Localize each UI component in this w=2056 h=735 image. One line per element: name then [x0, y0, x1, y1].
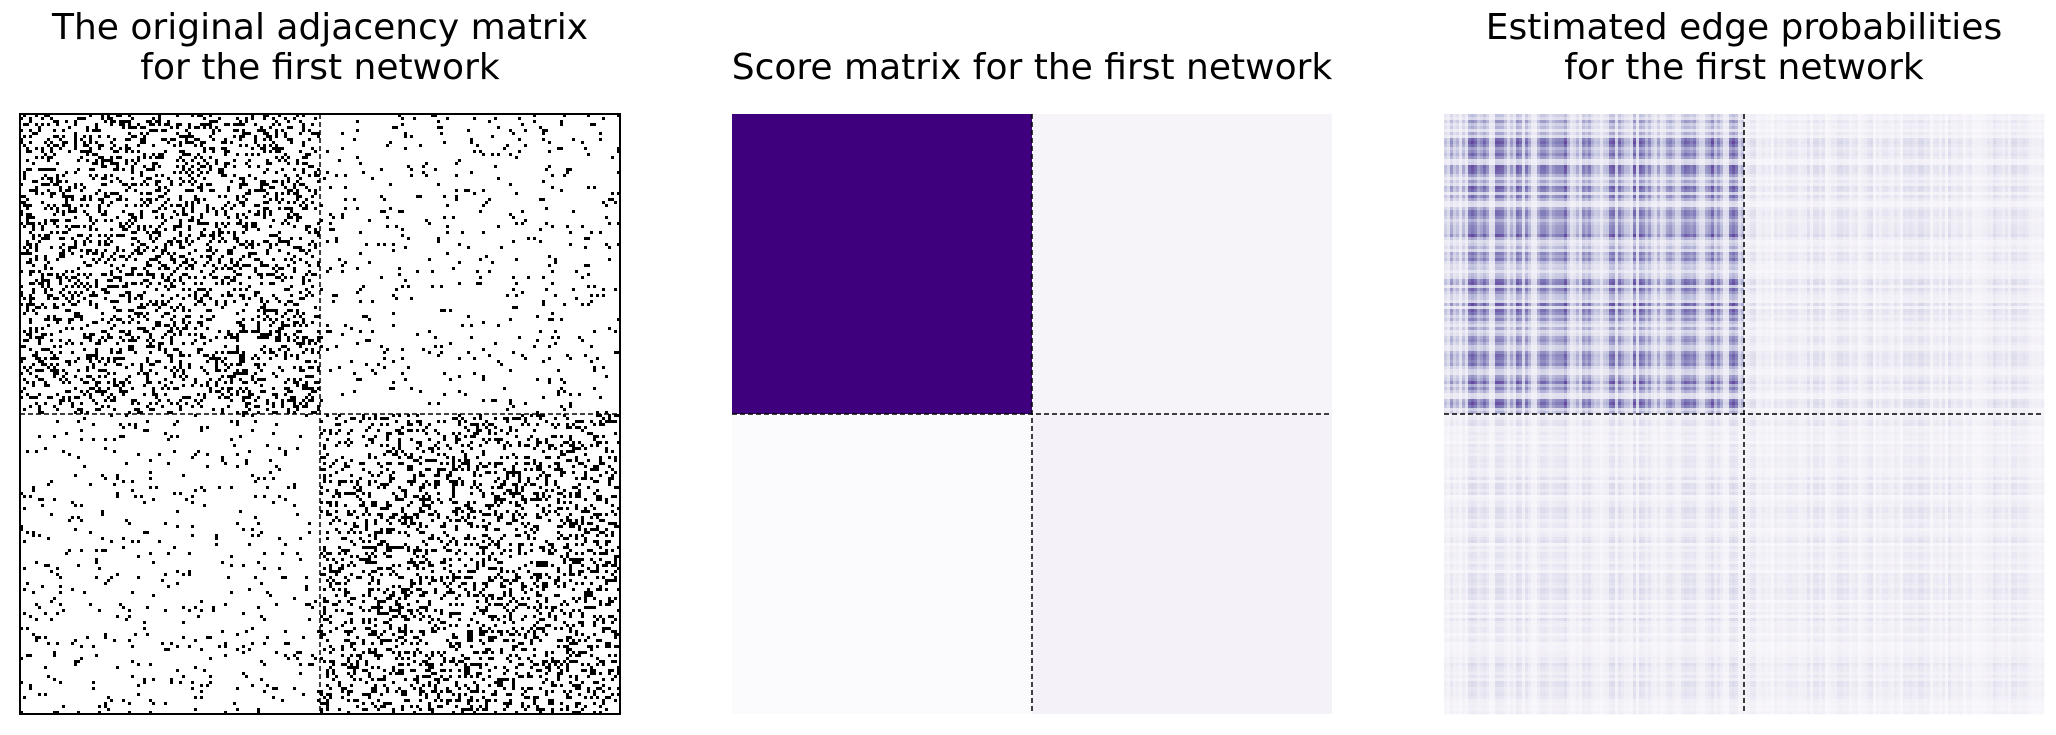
title-line: Estimated edge probabilities [1424, 8, 2056, 48]
panel-adjacency: The original adjacency matrix for the fi… [0, 0, 640, 735]
score-block-bottom-right [1032, 414, 1332, 714]
title-line: for the first network [0, 48, 640, 88]
score-block-top-left [732, 114, 1032, 414]
score-heatmap [732, 114, 1332, 714]
adjacency-heatmap [19, 113, 621, 715]
score-block-bottom-left [732, 414, 1032, 714]
panel-probabilities: Estimated edge probabilities for the fir… [1424, 0, 2056, 735]
title-line: Score matrix for the first network [712, 48, 1352, 88]
chart-title-score: Score matrix for the first network [712, 48, 1352, 88]
chart-title-probabilities: Estimated edge probabilities for the fir… [1424, 8, 2056, 88]
score-block-top-right [1032, 114, 1332, 414]
probability-cells [1444, 114, 2045, 715]
probabilities-heatmap [1444, 114, 2045, 715]
chart-title-adjacency: The original adjacency matrix for the fi… [0, 8, 640, 88]
panel-score: Score matrix for the first network [712, 0, 1352, 735]
title-line: The original adjacency matrix [0, 8, 640, 48]
title-line: for the first network [1424, 48, 2056, 88]
